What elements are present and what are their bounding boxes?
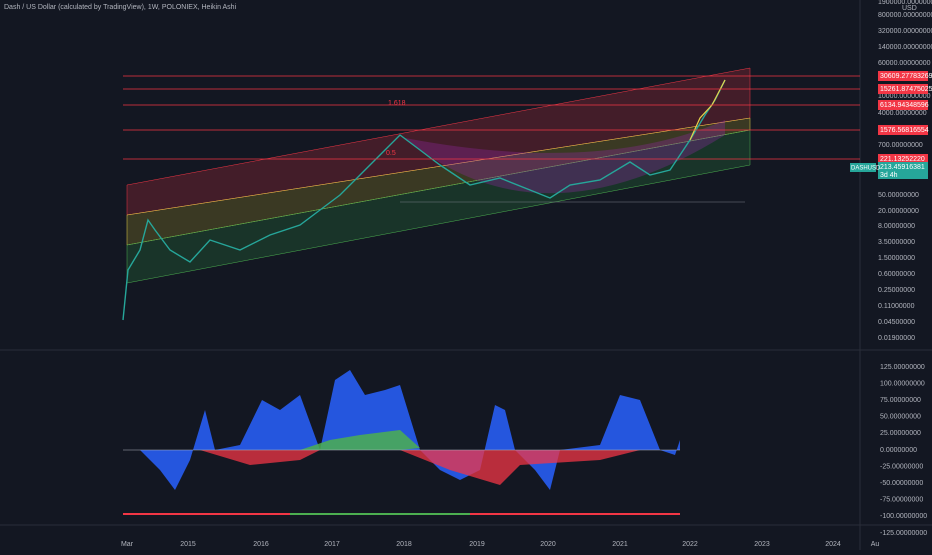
oscillator-label: -25.00000000 (880, 463, 923, 470)
symbol-countdown: 3d 4h (880, 172, 898, 179)
fib-label: 0.5 (386, 150, 396, 157)
oscillator-label: 50.00000000 (880, 414, 921, 421)
price-label: 10000.00000000 (878, 93, 931, 100)
oscillator-label: 0.00000000 (880, 447, 917, 454)
time-label: 2017 (324, 541, 340, 548)
price-tag-text: 30609.27783269 (880, 73, 932, 80)
price-tag (878, 71, 928, 81)
price-label: 320000.00000000 (878, 28, 932, 35)
price-label: 1.50000000 (878, 255, 915, 262)
oscillator-label: -75.00000000 (880, 497, 923, 504)
oscillator-label: 100.00000000 (880, 380, 925, 387)
symbol-name-box (850, 163, 876, 172)
oscillator-red (200, 450, 640, 485)
price-tag (878, 125, 928, 135)
oscillator-label: 125.00000000 (880, 364, 925, 371)
time-label: Mar (121, 541, 134, 548)
price-tag (878, 84, 928, 94)
price-tag-text: 221.13252220 (880, 156, 925, 163)
symbol-name: DASHUSD (851, 166, 881, 172)
time-label: 2015 (180, 541, 196, 548)
time-label: 2016 (253, 541, 269, 548)
oscillator-label: -100.00000000 (880, 513, 927, 520)
price-tag (878, 154, 928, 164)
time-label: 2023 (754, 541, 770, 548)
price-label: 0.60000000 (878, 271, 915, 278)
symbol-price: 213.45916381 (880, 164, 925, 171)
price-label: 60000.00000000 (878, 60, 931, 67)
price-label: 0.04500000 (878, 319, 915, 326)
price-label: 0.01900000 (878, 335, 915, 342)
price-label: 1900000.00000000 (878, 0, 932, 6)
axis-unit: USD (902, 5, 917, 12)
price-label: 800000.00000000 (878, 12, 932, 19)
time-label: 2018 (396, 541, 412, 548)
arc-zone (405, 120, 725, 194)
price-label: 0.11000000 (878, 303, 915, 310)
oscillator-label: 75.00000000 (880, 397, 921, 404)
oscillator-label: 25.00000000 (880, 430, 921, 437)
price-tag-text: 1576.56816554 (880, 127, 929, 134)
symbol-tag-box (878, 162, 928, 179)
oscillator-label: -50.00000000 (880, 480, 923, 487)
oscillator-green (300, 430, 420, 450)
chart-title: Dash / US Dollar (calculated by TradingV… (4, 4, 237, 11)
price-label: 8.00000000 (878, 223, 915, 230)
price-highlight (689, 79, 726, 141)
price-label: 3.50000000 (878, 239, 915, 246)
time-label: Au (871, 541, 880, 548)
time-label: 2021 (612, 541, 628, 548)
time-label: 2019 (469, 541, 485, 548)
oscillator-label: -125.00000000 (880, 530, 927, 537)
price-label: 0.25000000 (878, 287, 915, 294)
price-label: 700.00000000 (878, 142, 923, 149)
time-label: 2024 (825, 541, 841, 548)
price-line (122, 79, 726, 321)
price-tag-text: 15261.87475025 (880, 86, 932, 93)
channel-green (126, 129, 751, 284)
price-tag-text: 6134.94348596 (880, 102, 929, 109)
price-label: 20.00000000 (878, 208, 919, 215)
time-label: 2022 (682, 541, 698, 548)
price-label: 140000.00000000 (878, 44, 932, 51)
price-label: 4000.00000000 (878, 110, 927, 117)
time-label: 2020 (540, 541, 556, 548)
price-tag (878, 100, 928, 110)
fib-label: 1.618 (388, 100, 406, 107)
price-label: 50.00000000 (878, 192, 919, 199)
